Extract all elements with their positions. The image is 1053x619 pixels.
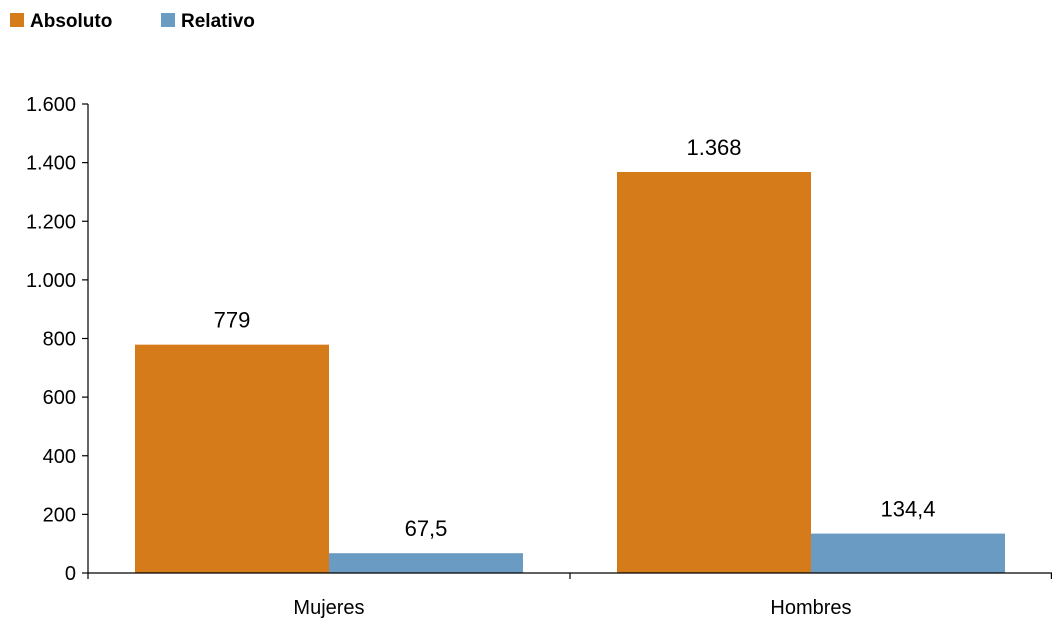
bar-absoluto-hombres: [617, 172, 811, 573]
data-label-absoluto-mujeres: 779: [214, 308, 251, 333]
bar-relativo-hombres: [811, 533, 1005, 573]
legend-label-relativo: Relativo: [181, 11, 255, 32]
y-tick-label: 400: [43, 446, 76, 468]
data-label-relativo-mujeres: 67,5: [405, 516, 448, 541]
y-tick-label: 1.200: [26, 211, 76, 233]
data-label-absoluto-hombres: 1.368: [686, 135, 741, 160]
bar-relativo-mujeres: [329, 553, 523, 573]
bar-absoluto-mujeres: [135, 344, 329, 573]
y-axis: 0 200 400 600 800 1.000 1.200 1.400 1.600: [26, 94, 89, 585]
legend-swatch-relativo: [161, 13, 175, 27]
legend-label-absoluto: Absoluto: [30, 11, 112, 32]
x-axis: Mujeres Hombres: [87, 572, 1053, 619]
bars: 779 67,5 1.368 134,4: [135, 135, 1005, 573]
y-tick-label: 0: [65, 563, 76, 585]
legend: Absoluto Relativo: [10, 11, 255, 32]
y-tick-label: 1.000: [26, 270, 76, 292]
y-tick-label: 800: [43, 329, 76, 351]
x-tick-label-hombres: Hombres: [770, 597, 851, 619]
y-tick-label: 200: [43, 504, 76, 526]
legend-swatch-absoluto: [10, 13, 24, 27]
y-tick-label: 1.600: [26, 94, 76, 116]
x-tick-label-mujeres: Mujeres: [293, 597, 364, 619]
y-tick-label: 1.400: [26, 153, 76, 175]
data-label-relativo-hombres: 134,4: [880, 497, 935, 522]
y-tick-label: 600: [43, 387, 76, 409]
